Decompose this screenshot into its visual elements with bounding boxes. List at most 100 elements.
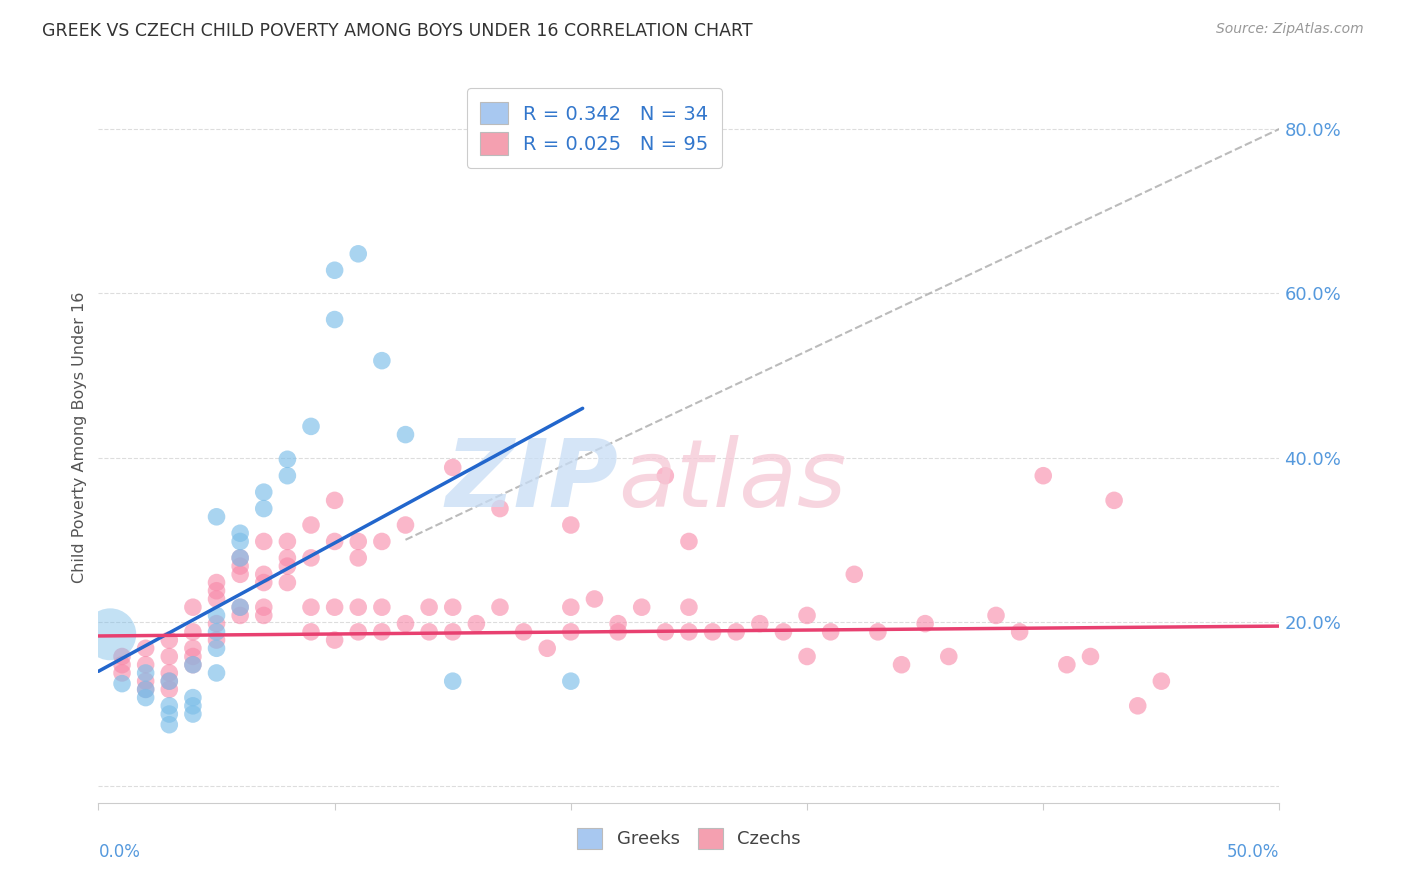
- Point: [135, 682, 157, 697]
- Point: [371, 353, 394, 368]
- Point: [299, 419, 322, 434]
- Point: [1032, 468, 1054, 483]
- Point: [371, 600, 394, 615]
- Point: [181, 698, 204, 713]
- Point: [157, 717, 180, 731]
- Point: [276, 559, 298, 574]
- Point: [253, 575, 276, 590]
- Point: [394, 616, 416, 631]
- Point: [984, 608, 1007, 623]
- Point: [229, 600, 252, 615]
- Text: GREEK VS CZECH CHILD POVERTY AMONG BOYS UNDER 16 CORRELATION CHART: GREEK VS CZECH CHILD POVERTY AMONG BOYS …: [42, 22, 752, 40]
- Point: [205, 616, 228, 631]
- Point: [371, 624, 394, 639]
- Point: [323, 263, 346, 277]
- Point: [205, 608, 228, 623]
- Point: [323, 633, 346, 648]
- Point: [465, 616, 488, 631]
- Point: [560, 624, 582, 639]
- Point: [323, 312, 346, 326]
- Point: [229, 534, 252, 549]
- Point: [654, 468, 676, 483]
- Point: [299, 624, 322, 639]
- Point: [157, 682, 180, 697]
- Point: [229, 608, 252, 623]
- Point: [299, 518, 322, 533]
- Point: [938, 649, 960, 664]
- Point: [441, 460, 464, 475]
- Point: [205, 633, 228, 648]
- Point: [441, 674, 464, 689]
- Point: [1080, 649, 1102, 664]
- Point: [1056, 657, 1078, 672]
- Point: [394, 427, 416, 442]
- Point: [323, 493, 346, 508]
- Point: [394, 518, 416, 533]
- Point: [1102, 493, 1125, 508]
- Point: [890, 657, 912, 672]
- Point: [796, 608, 818, 623]
- Point: [135, 665, 157, 680]
- Text: 0.0%: 0.0%: [98, 843, 141, 861]
- Point: [489, 600, 512, 615]
- Point: [111, 665, 134, 680]
- Point: [1150, 674, 1173, 689]
- Point: [205, 641, 228, 656]
- Point: [820, 624, 842, 639]
- Point: [181, 624, 204, 639]
- Point: [1126, 698, 1149, 713]
- Point: [253, 501, 276, 516]
- Point: [866, 624, 889, 639]
- Y-axis label: Child Poverty Among Boys Under 16: Child Poverty Among Boys Under 16: [72, 292, 87, 582]
- Point: [678, 534, 700, 549]
- Point: [702, 624, 724, 639]
- Point: [157, 706, 180, 721]
- Point: [276, 575, 298, 590]
- Point: [276, 468, 298, 483]
- Point: [299, 600, 322, 615]
- Point: [607, 624, 630, 639]
- Point: [441, 600, 464, 615]
- Point: [205, 665, 228, 680]
- Point: [111, 657, 134, 672]
- Point: [914, 616, 936, 631]
- Point: [205, 509, 228, 524]
- Text: ZIP: ZIP: [446, 435, 619, 527]
- Point: [323, 534, 346, 549]
- Point: [181, 690, 204, 705]
- Point: [253, 608, 276, 623]
- Text: atlas: atlas: [619, 435, 846, 526]
- Point: [135, 690, 157, 705]
- Point: [157, 674, 180, 689]
- Point: [299, 550, 322, 565]
- Point: [276, 452, 298, 467]
- Point: [1008, 624, 1031, 639]
- Point: [181, 600, 204, 615]
- Point: [347, 624, 370, 639]
- Point: [229, 550, 252, 565]
- Point: [489, 501, 512, 516]
- Point: [772, 624, 794, 639]
- Point: [253, 534, 276, 549]
- Point: [560, 518, 582, 533]
- Point: [157, 633, 180, 648]
- Point: [583, 592, 606, 607]
- Point: [181, 657, 204, 672]
- Point: [276, 550, 298, 565]
- Text: 50.0%: 50.0%: [1227, 843, 1279, 861]
- Point: [630, 600, 652, 615]
- Point: [725, 624, 748, 639]
- Point: [205, 624, 228, 639]
- Legend: Greeks, Czechs: Greeks, Czechs: [569, 821, 808, 856]
- Point: [253, 485, 276, 500]
- Point: [512, 624, 534, 639]
- Point: [157, 649, 180, 664]
- Point: [560, 674, 582, 689]
- Point: [229, 526, 252, 541]
- Point: [181, 706, 204, 721]
- Point: [347, 550, 370, 565]
- Point: [371, 534, 394, 549]
- Point: [536, 641, 558, 656]
- Point: [229, 600, 252, 615]
- Point: [229, 550, 252, 565]
